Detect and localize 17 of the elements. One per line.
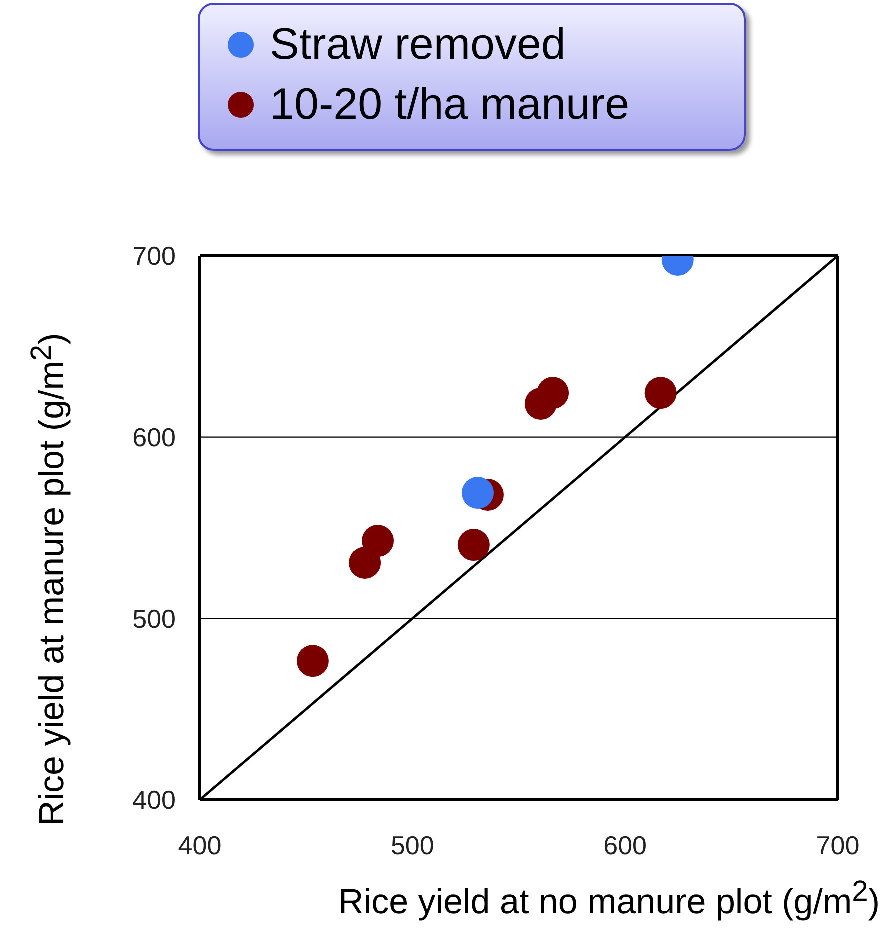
y-tick-label: 700 — [132, 241, 176, 272]
point — [537, 377, 570, 410]
x-tick-label: 500 — [390, 830, 434, 860]
point — [296, 645, 329, 678]
legend-label: 10-20 t/ha manure — [270, 79, 630, 131]
point — [462, 477, 494, 510]
y-tick-label: 600 — [132, 422, 176, 453]
point — [362, 525, 394, 558]
x-tick-label: 400 — [178, 830, 222, 860]
x-tick-label: 700 — [816, 830, 860, 860]
x-tick-label: 600 — [604, 830, 648, 860]
y-tick-label: 400 — [132, 785, 176, 816]
x-axis-title: Rice yield at no manure plot (g/m$^{2}$) — [338, 876, 880, 923]
legend-label: Straw removed — [270, 19, 566, 71]
point — [458, 529, 490, 562]
y-tick-label: 500 — [132, 604, 176, 634]
point — [644, 377, 677, 410]
